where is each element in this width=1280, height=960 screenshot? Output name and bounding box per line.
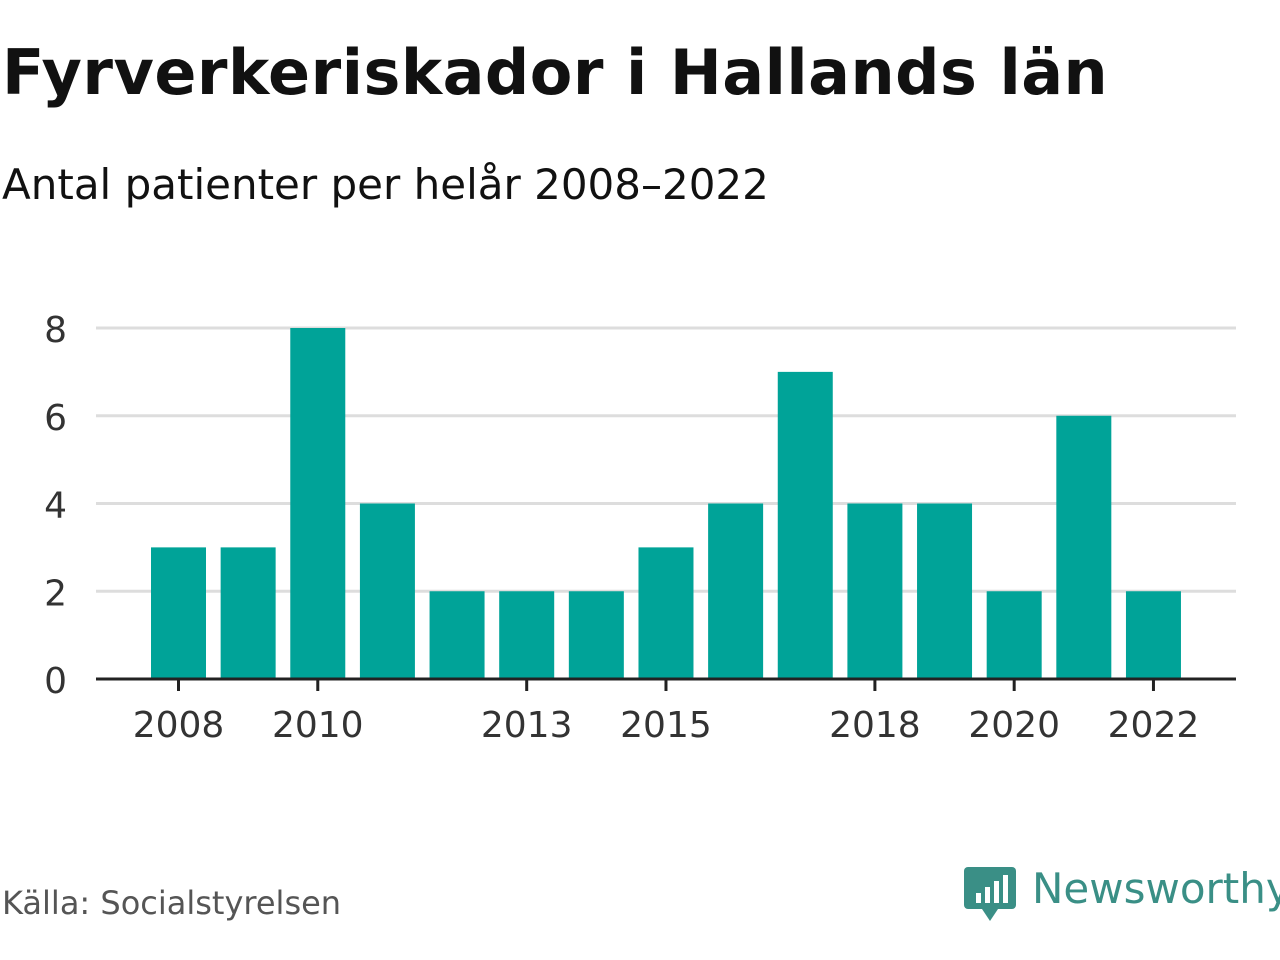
x-tick-label: 2020	[968, 705, 1060, 746]
x-tick-label: 2008	[133, 705, 225, 746]
y-tick-label: 2	[44, 573, 67, 614]
y-tick-label: 8	[44, 310, 67, 351]
x-tick-label: 2010	[272, 705, 364, 746]
y-tick-label: 6	[44, 398, 67, 439]
brand-name: Newsworthy	[1032, 863, 1280, 913]
brand-logo: Newsworthy	[964, 862, 1280, 926]
x-tick-label: 2013	[481, 705, 573, 746]
bar	[499, 591, 555, 679]
x-tick-label: 2022	[1108, 705, 1200, 746]
bar	[1125, 591, 1181, 679]
source-note: Källa: Socialstyrelsen	[2, 884, 342, 922]
bar	[151, 547, 206, 679]
y-tick-label: 4	[44, 486, 67, 527]
bar	[777, 371, 833, 679]
bar	[1056, 415, 1112, 679]
bar	[986, 591, 1042, 679]
chart-title: Fyrverkeriskador i Hallands län	[2, 36, 1109, 109]
bar	[220, 547, 276, 679]
bar-chart: 0 2 4 6 8 2008 2010 2013 2015 2018 2020 2022	[44, 310, 1236, 746]
bar	[568, 591, 624, 679]
bar	[290, 328, 346, 679]
y-tick-label: 0	[44, 661, 67, 702]
bar	[917, 503, 973, 679]
x-tick-label: 2018	[829, 705, 921, 746]
x-tick-label: 2015	[620, 705, 712, 746]
bar	[708, 503, 764, 679]
chart-subtitle: Antal patienter per helår 2008–2022	[2, 160, 769, 209]
bar	[638, 547, 694, 679]
bar	[429, 591, 485, 679]
bar	[847, 503, 903, 679]
bar	[359, 503, 415, 679]
chart-speech-bubble-icon	[964, 867, 1016, 921]
